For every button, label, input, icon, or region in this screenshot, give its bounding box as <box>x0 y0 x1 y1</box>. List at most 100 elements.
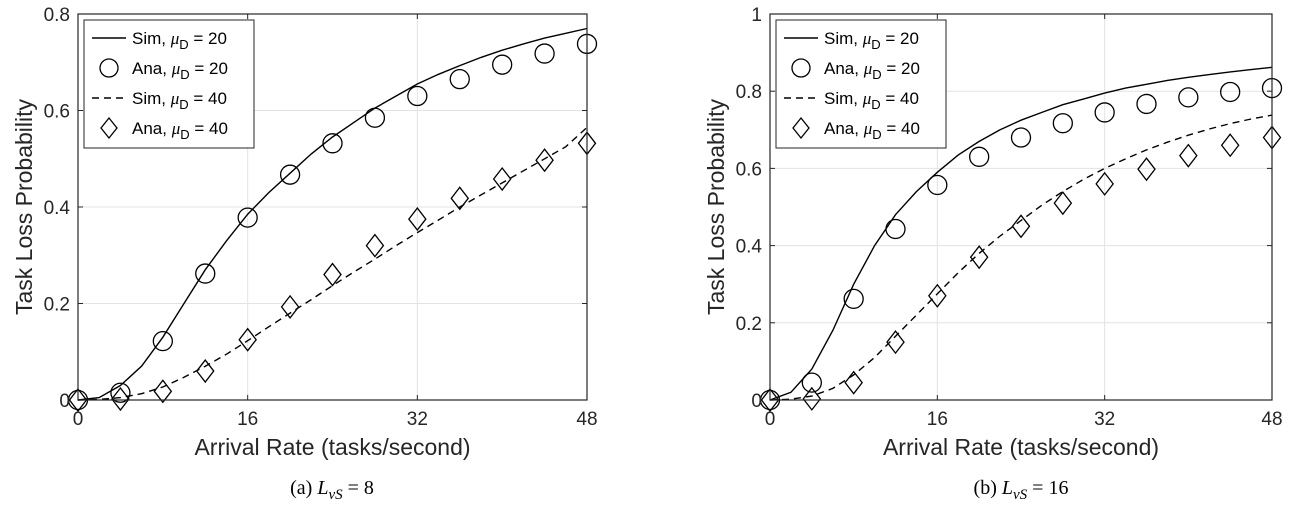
x-axis-label: Arrival Rate (tasks/second) <box>883 434 1159 460</box>
legend-entry-2: Ana, μD = 20 <box>791 58 920 82</box>
data-point-diamond <box>969 245 989 270</box>
data-point-circle <box>237 207 258 228</box>
data-point-circle <box>1178 87 1199 108</box>
data-point-diamond <box>365 233 385 258</box>
data-point-circle <box>969 146 990 167</box>
data-point-diamond <box>1095 171 1114 196</box>
data-point-diamond <box>408 206 427 232</box>
figure-caption: (b) LvS = 16 <box>974 477 1069 503</box>
legend-circle-swatch <box>791 58 811 78</box>
chart-panel-2: 0 16 32 48 0 0.2 0.4 0.6 0.8 1 Arrival Rate (tasks… <box>703 5 1283 503</box>
data-point-diamond <box>280 294 300 319</box>
legend-label: Ana, μD = 20 <box>824 59 920 82</box>
data-point-circle <box>534 43 555 64</box>
data-point-diamond <box>802 386 822 411</box>
legend-entry-4: Ana, μD = 40 <box>100 116 228 142</box>
data-point-circle <box>927 174 948 196</box>
data-point-circle <box>110 382 131 403</box>
series-line-1 <box>77 27 588 401</box>
legend-entry-3: Sim, μD = 40 <box>92 89 227 112</box>
data-point-diamond <box>450 186 470 211</box>
legend-entry-2: Ana, μD = 20 <box>99 58 228 82</box>
data-point-circle <box>1052 113 1073 134</box>
data-point-circle <box>279 164 301 185</box>
data-point-diamond <box>535 148 554 173</box>
series-line-3 <box>769 114 1273 401</box>
figure-caption: (a) LvS = 8 <box>290 477 374 503</box>
data-point-diamond <box>323 262 342 287</box>
legend-circle-swatch <box>99 58 119 78</box>
y-tick-label: 0.2 <box>736 314 762 335</box>
x-tick-label: 0 <box>765 409 776 430</box>
x-tick-label: 16 <box>237 409 258 430</box>
y-axis-label: Task Loss Probability <box>11 98 37 315</box>
legend-label: Sim, μD = 20 <box>132 29 227 52</box>
legend-entry-4: Ana, μD = 40 <box>792 116 920 142</box>
data-point-diamond <box>195 358 215 384</box>
x-tick-label: 32 <box>1094 409 1115 430</box>
y-tick-label: 0.4 <box>736 237 763 258</box>
x-tick-label: 48 <box>1261 409 1282 430</box>
legend-diamond-swatch <box>792 116 810 140</box>
data-point-circle <box>152 330 173 352</box>
data-point-circle <box>843 288 864 310</box>
data-point-diamond <box>1137 157 1156 182</box>
data-point-circle <box>492 54 513 75</box>
legend: Sim, μD = 20 Ana, μD = 20 Sim, μD = 40 Ana,… <box>83 19 255 149</box>
data-point-circle <box>449 68 470 90</box>
data-point-diamond <box>1179 143 1198 168</box>
legend-label: Ana, μD = 40 <box>132 119 228 142</box>
x-axis-label: Arrival Rate (tasks/second) <box>194 434 470 460</box>
legend-label: Sim, μD = 40 <box>132 89 227 112</box>
legend-entry-3: Sim, μD = 40 <box>784 89 919 112</box>
data-point-circle <box>195 263 216 284</box>
data-point-diamond <box>153 379 173 404</box>
data-point-circle <box>1010 127 1032 148</box>
x-tick-label: 16 <box>927 409 948 430</box>
legend: Sim, μD = 20 Ana, μD = 20 Sim, μD = 40 Ana,… <box>775 19 947 149</box>
data-point-diamond <box>68 387 88 413</box>
data-point-circle <box>1220 81 1241 103</box>
y-tick-label: 0 <box>59 391 70 412</box>
data-point-diamond <box>1011 214 1031 239</box>
legend-box <box>775 19 947 149</box>
y-axis-label: Task Loss Probability <box>703 98 729 315</box>
data-point-diamond <box>1053 191 1073 216</box>
x-tick-label: 0 <box>73 409 84 430</box>
data-point-diamond <box>492 166 512 192</box>
y-tick-label: 0.4 <box>44 198 71 219</box>
data-point-diamond <box>760 387 780 413</box>
y-tick-label: 0.8 <box>44 5 70 26</box>
data-point-diamond <box>844 370 863 395</box>
legend-label: Ana, μD = 40 <box>824 119 920 142</box>
data-point-circle <box>1094 102 1115 123</box>
y-tick-label: 0.8 <box>736 82 762 103</box>
data-point-circle <box>322 133 343 154</box>
data-point-circle <box>364 107 386 128</box>
data-point-circle <box>1136 93 1157 115</box>
data-point-circle <box>885 218 906 240</box>
legend-diamond-swatch <box>100 116 118 140</box>
data-point-diamond <box>886 330 905 355</box>
series-line-3 <box>77 126 588 401</box>
data-point-circle <box>801 372 822 393</box>
data-point-circle <box>407 85 428 107</box>
legend-entry-1: Sim, μD = 20 <box>92 29 227 52</box>
data-point-diamond <box>928 283 947 308</box>
y-tick-label: 0.2 <box>44 295 70 316</box>
y-tick-label: 0.6 <box>44 102 70 123</box>
x-tick-label: 48 <box>576 409 597 430</box>
series-line-1 <box>769 66 1273 401</box>
data-point-diamond <box>238 327 257 352</box>
legend-entry-1: Sim, μD = 20 <box>784 29 919 52</box>
chart-panel-1: 0 16 32 48 0 0.2 0.4 0.6 0.8 Arrival Rate (tasks/… <box>11 5 598 503</box>
legend-label: Ana, μD = 20 <box>132 59 228 82</box>
data-point-diamond <box>111 386 130 412</box>
y-tick-label: 0 <box>751 391 762 412</box>
data-point-diamond <box>1220 133 1240 158</box>
legend-label: Sim, μD = 40 <box>824 89 919 112</box>
x-tick-label: 32 <box>407 409 428 430</box>
y-tick-label: 0.6 <box>736 159 762 180</box>
axes-box <box>769 13 1273 401</box>
